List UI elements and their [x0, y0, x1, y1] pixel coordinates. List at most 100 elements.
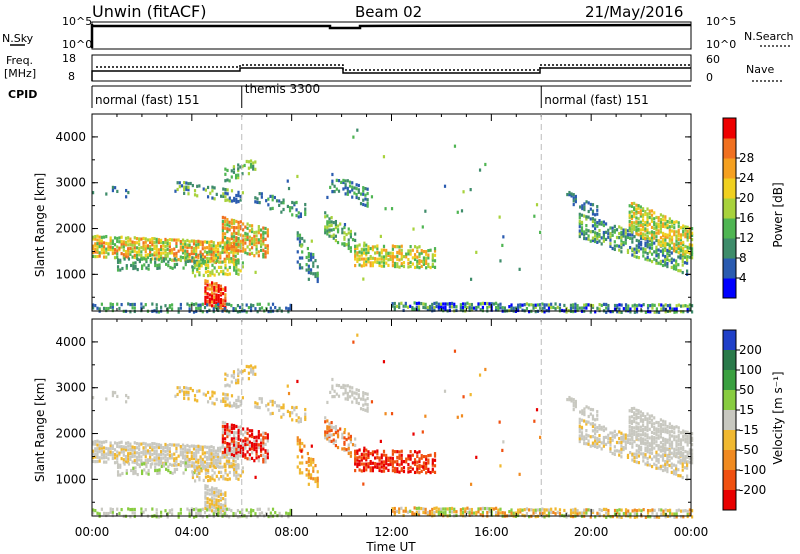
echo-cell: [349, 440, 352, 444]
echo-cell: [234, 381, 238, 385]
echo-cell: [637, 454, 641, 458]
echo-cell: [411, 461, 414, 465]
echo-cell: [439, 507, 443, 511]
echo-cell: [94, 234, 97, 239]
colorbar-swatch: [723, 118, 736, 139]
echo-cell: [214, 306, 218, 310]
echo-cell: [633, 235, 636, 239]
echo-cell: [668, 444, 671, 448]
echo-cell: [207, 479, 210, 483]
echo-cell: [336, 230, 340, 234]
echo-cell: [550, 302, 553, 306]
echo-cell: [98, 251, 101, 255]
echo-cell: [102, 306, 106, 311]
echo-cell: [420, 506, 423, 511]
echo-cell: [230, 455, 233, 459]
echo-cell: [193, 266, 196, 270]
echo-cell: [607, 228, 610, 232]
echo-cell: [100, 444, 103, 448]
echo-cell: [357, 388, 360, 393]
echo-cell: [98, 245, 101, 249]
echo-cell: [221, 453, 224, 457]
echo-cell: [583, 236, 586, 241]
echo-cell: [96, 455, 99, 459]
echo-cell: [688, 232, 691, 236]
echo-cell: [333, 189, 336, 194]
echo-cell: [611, 233, 614, 237]
echo-cell: [191, 183, 194, 188]
echo-cell: [233, 450, 236, 454]
echo-cell: [203, 259, 207, 263]
echo-cell: [635, 449, 638, 453]
echo-cell: [620, 440, 623, 445]
echo-cell: [646, 417, 649, 421]
echo-cell: [258, 302, 261, 306]
echo-cell: [655, 310, 658, 314]
echo-cell: [620, 250, 623, 254]
echo-cell: [351, 185, 354, 189]
echo-cell: [233, 198, 236, 203]
echo-cell: [657, 231, 660, 235]
echo-cell: [416, 255, 419, 259]
cpid-segment-label: normal (fast) 151: [95, 93, 199, 107]
echo-cell: [247, 172, 251, 176]
echo-cell: [391, 459, 394, 464]
echo-cell: [196, 399, 199, 403]
echo-cell: [124, 455, 128, 459]
echo-cell: [201, 457, 204, 461]
echo-cell: [184, 252, 187, 256]
echo-cell: [187, 390, 190, 395]
echo-cell: [186, 450, 189, 454]
echo-cell: [188, 303, 191, 308]
echo-cell: [250, 227, 254, 231]
echo-cell: [648, 215, 651, 220]
echo-cell: [159, 238, 163, 242]
echo-cell: [591, 224, 595, 228]
echo-cell: [334, 424, 338, 429]
echo-cell: [266, 433, 269, 437]
echo-cell: [140, 462, 144, 466]
echo-cell: [431, 511, 434, 515]
nsearch-tick-bottom: 10^0: [706, 38, 736, 51]
echo-cell: [140, 302, 143, 306]
echo-cell: [354, 263, 357, 268]
echo-cell: [219, 461, 222, 465]
echo-cell: [235, 242, 238, 246]
echo-cell: [385, 466, 388, 470]
echo-cell: [92, 452, 95, 456]
echo-cell: [406, 305, 410, 309]
echo-cell: [175, 258, 178, 262]
echo-cell: [490, 507, 493, 511]
echo-cell: [499, 464, 502, 468]
echo-cell: [630, 204, 634, 208]
echo-cell: [215, 474, 218, 478]
echo-cell: [591, 229, 595, 234]
echo-cell: [354, 257, 357, 261]
echo-cell: [354, 468, 357, 473]
echo-cell: [149, 452, 152, 456]
echo-cell: [572, 511, 575, 515]
echo-cell: [211, 477, 214, 481]
echo-cell: [547, 303, 551, 307]
echo-cell: [206, 500, 209, 504]
echo-cell: [217, 457, 220, 462]
echo-cell: [448, 507, 451, 511]
echo-cell: [111, 305, 114, 309]
echo-cell: [585, 217, 588, 221]
echo-cell: [420, 469, 423, 473]
echo-cell: [204, 393, 207, 397]
echo-cell: [646, 303, 650, 308]
echo-cell: [653, 257, 656, 261]
echo-cell: [395, 304, 399, 309]
echo-cell: [378, 468, 381, 473]
echo-cell: [347, 243, 350, 247]
echo-cell: [382, 463, 386, 467]
echo-cell: [366, 392, 369, 396]
echo-cell: [497, 308, 500, 312]
echo-cell: [594, 515, 597, 519]
echo-cell: [258, 512, 261, 516]
echo-cell: [646, 511, 650, 515]
echo-cell: [129, 237, 132, 241]
echo-cell: [204, 486, 207, 491]
echo-cell: [341, 447, 344, 451]
